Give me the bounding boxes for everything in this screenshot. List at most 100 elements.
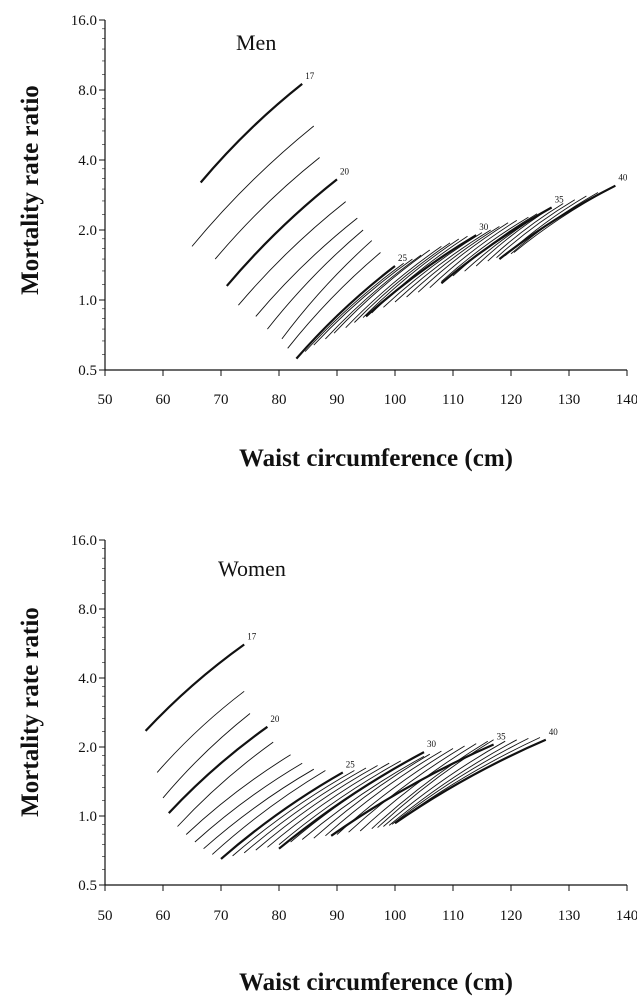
series-line-minor-1: [156, 690, 245, 773]
panel-title: Men: [236, 30, 276, 55]
y-tick-label: 16.0: [71, 13, 97, 29]
y-tick-label: 4.0: [78, 671, 97, 687]
series-line-minor-11: [313, 258, 413, 346]
curve-label: 30: [427, 739, 437, 749]
x-tick-label: 140: [616, 392, 637, 408]
series-line-minor-4: [177, 741, 274, 827]
x-tick-label: 130: [558, 392, 581, 408]
x-tick-label: 70: [214, 908, 229, 924]
x-axis-title: Waist circumference (cm): [239, 445, 513, 472]
series-line-minor-10: [232, 770, 355, 857]
x-tick-label: 120: [500, 392, 523, 408]
y-tick-label: 0.5: [78, 878, 97, 894]
series-line-25: [220, 771, 344, 860]
x-tick-label: 110: [442, 908, 464, 924]
series-line-17: [199, 83, 303, 184]
series-line-minor-5: [255, 217, 358, 317]
series-line-minor-7: [281, 240, 373, 340]
series-line-40: [394, 738, 547, 825]
x-tick-label: 60: [156, 392, 171, 408]
series-line-40: [498, 184, 616, 260]
y-tick-label: 2.0: [78, 740, 97, 756]
x-axis-title: Waist circumference (cm): [239, 969, 513, 996]
series-line-minor-13: [267, 762, 390, 848]
series-line-17: [144, 643, 245, 732]
x-tick-label: 110: [442, 392, 464, 408]
curve-label: 40: [618, 173, 628, 183]
curve-label: 35: [555, 194, 565, 204]
curve-label: 17: [247, 632, 257, 642]
series-line-minor-19: [325, 750, 442, 837]
series-line-minor-28: [391, 737, 529, 825]
x-tick-label: 100: [384, 392, 407, 408]
series-line-minor-29: [487, 203, 564, 262]
series-line-minor-21: [406, 226, 500, 298]
series-line-minor-27: [388, 739, 518, 826]
series-line-minor-12: [325, 254, 422, 340]
series-line-35: [330, 743, 495, 837]
series-line-minor-1: [191, 125, 315, 247]
chart-panel-women: 0.5 1.0 2.0 4.0 8.0 16.0 50 60 70 80 90 100 110 120 13…: [17, 533, 637, 996]
series-line-minor-6: [194, 762, 303, 843]
series-line-minor-17: [313, 753, 431, 839]
series-line-minor-11: [243, 767, 367, 854]
series-line-minor-13: [333, 249, 431, 334]
series-line-minor-21: [348, 745, 465, 833]
y-tick-label: 1.0: [78, 809, 97, 825]
x-tick-label: 90: [330, 908, 345, 924]
x-tick-label: 50: [98, 908, 113, 924]
series-line-minor-29: [394, 737, 541, 824]
series-line-minor-26: [383, 740, 506, 827]
series-line-30: [365, 234, 477, 318]
series-line-minor-22: [417, 222, 509, 293]
curve-label: 35: [497, 732, 507, 742]
x-tick-label: 60: [156, 908, 171, 924]
y-tick-label: 0.5: [78, 363, 97, 379]
series-line-20: [225, 178, 338, 287]
y-tick-label: 16.0: [71, 533, 97, 549]
series-line-minor-2: [214, 157, 320, 260]
x-tick-label: 80: [272, 908, 287, 924]
series-line-minor-4: [238, 201, 346, 306]
series-line-minor-15: [354, 242, 451, 323]
series-line-20: [167, 725, 269, 814]
series-line-minor-8: [211, 770, 326, 855]
y-axis-title: Mortality rate ratio: [17, 607, 44, 817]
series-line-minor-14: [278, 760, 402, 845]
series-line-minor-24: [377, 739, 494, 828]
series-line-25: [295, 265, 396, 360]
series-line-minor-8: [287, 252, 381, 349]
x-tick-label: 70: [214, 392, 229, 408]
curve-label: 20: [340, 166, 350, 176]
y-tick-label: 8.0: [78, 83, 97, 99]
series-line-minor-7: [203, 768, 315, 850]
y-tick-label: 1.0: [78, 293, 97, 309]
y-tick-label: 4.0: [78, 153, 97, 169]
y-axis-title: Mortality rate ratio: [17, 85, 44, 295]
curve-label: 40: [549, 727, 559, 737]
series-line-minor-5: [185, 754, 291, 835]
series-line-35: [440, 206, 553, 285]
chart-panel-men: 0.5 1.0 2.0 4.0 8.0 16.0 50 60 70 80 90 100 110 120 13…: [17, 13, 637, 472]
series-line-minor-10: [304, 262, 404, 352]
series-line-minor-23: [371, 740, 489, 830]
series-line-minor-23: [429, 220, 518, 289]
series-line-minor-20: [394, 229, 491, 303]
panel-title: Women: [218, 556, 286, 581]
curve-label: 17: [305, 71, 315, 81]
series-line-minor-2: [162, 713, 251, 799]
curve-label: 25: [398, 253, 408, 263]
series-line-minor-12: [255, 765, 378, 851]
x-tick-label: 80: [272, 392, 287, 408]
x-tick-label: 90: [330, 392, 345, 408]
x-tick-label: 50: [98, 392, 113, 408]
series-line-minor-22: [359, 743, 477, 832]
series-line-minor-6: [267, 229, 364, 330]
curve-label: 30: [479, 222, 489, 232]
y-tick-label: 8.0: [78, 602, 97, 618]
curve-label: 20: [270, 714, 280, 724]
series-line-30: [278, 751, 425, 850]
series-line-minor-19: [383, 232, 483, 308]
x-tick-label: 120: [500, 908, 523, 924]
